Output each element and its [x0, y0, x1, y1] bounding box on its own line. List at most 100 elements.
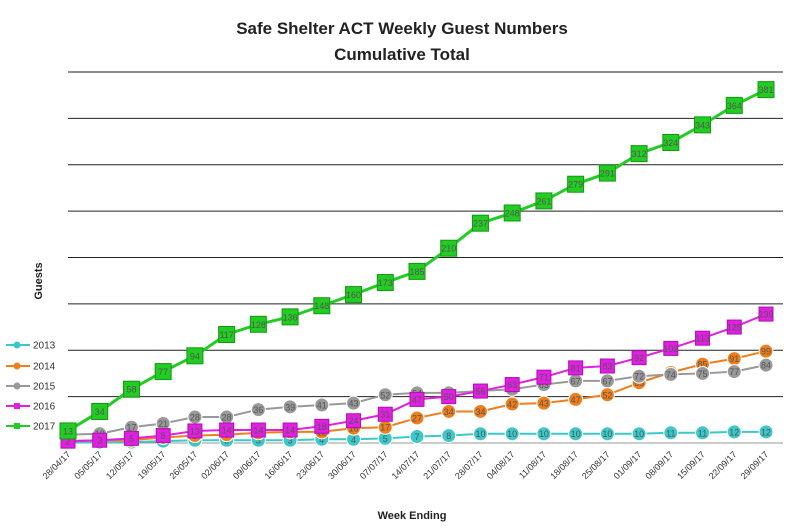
data-point [535, 192, 553, 210]
data-label: 5 [383, 434, 388, 444]
x-tick-label: 07/07/17 [358, 449, 390, 481]
data-point [376, 274, 394, 292]
data-point [662, 133, 680, 151]
data-label: 324 [663, 138, 678, 148]
data-label: 381 [758, 85, 773, 95]
data-point [726, 319, 742, 335]
data-label: 74 [666, 370, 676, 380]
data-point [155, 428, 171, 444]
data-label: 31 [380, 410, 390, 420]
data-label: 279 [568, 180, 583, 190]
data-point [441, 403, 457, 419]
data-point [345, 286, 363, 304]
data-label: 67 [571, 376, 581, 386]
data-label: 117 [219, 330, 233, 340]
data-label: 43 [539, 399, 549, 409]
data-point [536, 369, 552, 385]
data-label: 185 [409, 267, 424, 277]
data-point [599, 426, 615, 442]
data-point [408, 262, 426, 280]
data-point [472, 383, 488, 399]
data-point [59, 422, 77, 440]
data-point [504, 377, 520, 393]
data-label: 63 [507, 380, 517, 390]
data-label: 210 [441, 244, 456, 254]
data-label: 4 [351, 435, 356, 445]
data-label: 58 [126, 385, 136, 395]
data-label: 173 [378, 278, 393, 288]
data-label: 17 [380, 423, 390, 433]
data-point [694, 116, 712, 134]
data-label: 312 [632, 149, 647, 159]
series-group: 1112333344578101010101010111112122336891… [59, 81, 775, 450]
data-label: 8 [446, 431, 451, 441]
data-point [726, 364, 742, 380]
data-label: 36 [253, 405, 263, 415]
data-point [631, 426, 647, 442]
data-point [472, 403, 488, 419]
legend-label: 2016 [33, 402, 56, 413]
data-label: 125 [727, 323, 742, 333]
data-point [314, 397, 330, 413]
data-label: 28 [190, 413, 200, 423]
x-tick-label: 15/09/17 [675, 449, 707, 481]
data-label: 39 [285, 402, 295, 412]
data-point [91, 402, 109, 420]
data-point [441, 428, 457, 444]
data-point [377, 387, 393, 403]
x-tick-label: 04/08/17 [485, 449, 517, 481]
data-label: 91 [729, 354, 739, 364]
data-label: 41 [317, 400, 327, 410]
series-2017: 1334587794117128136148160173185210237248… [59, 81, 775, 440]
data-point [282, 422, 298, 438]
data-label: 364 [727, 101, 742, 111]
data-label: 99 [761, 347, 771, 357]
data-point [122, 380, 140, 398]
data-label: 47 [412, 395, 422, 405]
data-label: 11 [698, 428, 707, 438]
data-point [599, 373, 615, 389]
data-point [568, 391, 584, 407]
x-tick-labels: 28/04/17 05/05/17 12/05/17 19/05/17 26/05/17… [41, 449, 771, 481]
data-label: 10 [507, 429, 517, 439]
data-point [377, 406, 393, 422]
data-point [123, 430, 139, 446]
data-point [187, 423, 203, 439]
data-point [631, 350, 647, 366]
data-label: 248 [505, 208, 520, 218]
data-label: 24 [349, 416, 359, 426]
legend-swatch-marker [13, 362, 21, 370]
legend-item-2016: 2016 [6, 402, 56, 413]
legend-item-2017: 2017 [6, 422, 56, 433]
data-label: 128 [251, 320, 266, 330]
data-label: 71 [539, 373, 549, 383]
data-point [346, 413, 362, 429]
data-label: 7 [414, 432, 419, 442]
data-point [725, 96, 743, 114]
x-tick-label: 29/09/17 [739, 449, 771, 481]
data-label: 34 [475, 407, 485, 417]
data-point [249, 315, 267, 333]
data-label: 10 [602, 429, 612, 439]
data-label: 10 [475, 429, 485, 439]
data-point [409, 410, 425, 426]
data-label: 84 [761, 361, 771, 371]
data-label: 148 [314, 301, 329, 311]
data-label: 72 [634, 372, 644, 382]
x-tick-label: 05/05/17 [72, 449, 104, 481]
x-tick-label: 09/06/17 [231, 449, 263, 481]
data-label: 5 [129, 434, 134, 444]
data-label: 102 [663, 344, 678, 354]
data-label: 42 [507, 400, 517, 410]
data-point [472, 426, 488, 442]
legend-swatch-marker [13, 382, 21, 390]
data-label: 160 [346, 290, 361, 300]
data-label: 52 [602, 390, 612, 400]
data-point [695, 330, 711, 346]
x-tick-label: 21/07/17 [421, 449, 453, 481]
x-tick-label: 01/09/17 [612, 449, 644, 481]
data-point [346, 395, 362, 411]
data-label: 2 [65, 437, 70, 447]
data-label: 11 [666, 428, 675, 438]
